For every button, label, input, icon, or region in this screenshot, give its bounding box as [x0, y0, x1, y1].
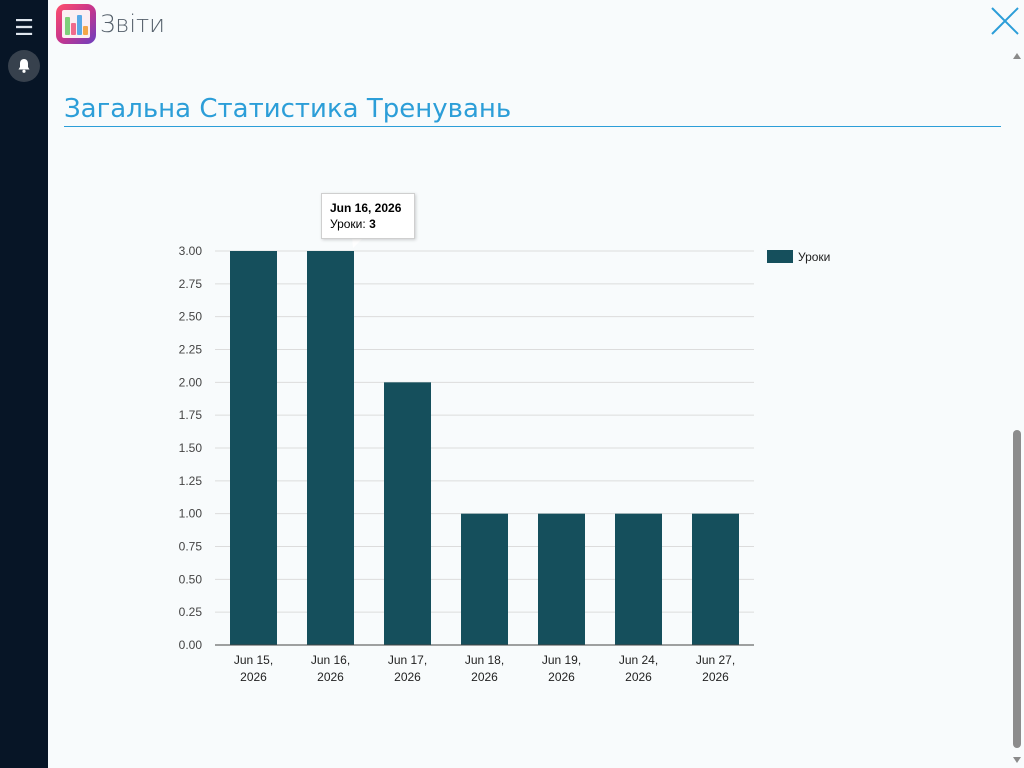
scroll-up-arrow-icon[interactable]: [1013, 53, 1021, 59]
app-logo-icon: [56, 4, 96, 44]
menu-icon[interactable]: ☰: [14, 15, 34, 40]
scroll-down-arrow-icon[interactable]: [1013, 757, 1021, 763]
scrollbar-thumb[interactable]: [1013, 430, 1021, 748]
chart-tooltip: Jun 16, 2026 Уроки: 3: [321, 193, 415, 239]
x-tick-label: 2026: [548, 670, 575, 684]
bar: [461, 513, 508, 645]
x-tick-label: Jun 16,: [311, 653, 350, 667]
x-tick-label: 2026: [317, 670, 344, 684]
x-tick-label: Jun 24,: [619, 653, 658, 667]
notifications-button[interactable]: [8, 50, 40, 82]
y-tick-label: 0.50: [179, 572, 203, 586]
y-tick-label: 1.25: [179, 474, 203, 488]
y-tick-label: 2.00: [179, 375, 203, 389]
page-title: Загальна Статистика Тренувань: [64, 94, 1001, 127]
x-tick-label: 2026: [625, 670, 652, 684]
vertical-scrollbar[interactable]: [1010, 48, 1024, 768]
bar: [692, 513, 739, 645]
bell-icon: [18, 59, 30, 73]
y-tick-label: 3.00: [179, 244, 203, 258]
y-tick-label: 1.00: [179, 507, 203, 521]
y-tick-label: 2.50: [179, 310, 203, 324]
y-tick-label: 1.50: [179, 441, 203, 455]
bar: [384, 382, 431, 645]
legend-swatch: [767, 250, 793, 263]
app-title: Звіти: [100, 10, 165, 38]
close-button[interactable]: [988, 4, 1022, 38]
bar: [230, 251, 277, 645]
tooltip-series-value: 3: [369, 217, 376, 231]
x-tick-label: Jun 18,: [465, 653, 504, 667]
x-tick-label: 2026: [471, 670, 498, 684]
y-tick-label: 1.75: [179, 408, 203, 422]
x-tick-label: Jun 15,: [234, 653, 273, 667]
y-tick-label: 0.75: [179, 540, 203, 554]
sidebar: ☰: [0, 0, 48, 768]
tooltip-value: Уроки: 3: [330, 217, 376, 231]
x-tick-label: 2026: [394, 670, 421, 684]
y-tick-label: 0.25: [179, 605, 203, 619]
y-tick-label: 2.75: [179, 277, 203, 291]
x-tick-label: Jun 17,: [388, 653, 427, 667]
x-tick-label: Jun 27,: [696, 653, 735, 667]
y-tick-label: 2.25: [179, 343, 203, 357]
tooltip-date: Jun 16, 2026: [330, 201, 402, 215]
y-tick-label: 0.00: [179, 638, 203, 652]
close-icon: [991, 7, 1019, 35]
tooltip-pointer: [352, 236, 365, 248]
x-tick-label: Jun 19,: [542, 653, 581, 667]
bar: [307, 251, 354, 645]
x-tick-label: 2026: [240, 670, 267, 684]
legend-label: Уроки: [798, 250, 830, 264]
bar: [538, 513, 585, 645]
x-tick-label: 2026: [702, 670, 729, 684]
bar: [615, 513, 662, 645]
tooltip-series-label: Уроки: [330, 217, 363, 231]
